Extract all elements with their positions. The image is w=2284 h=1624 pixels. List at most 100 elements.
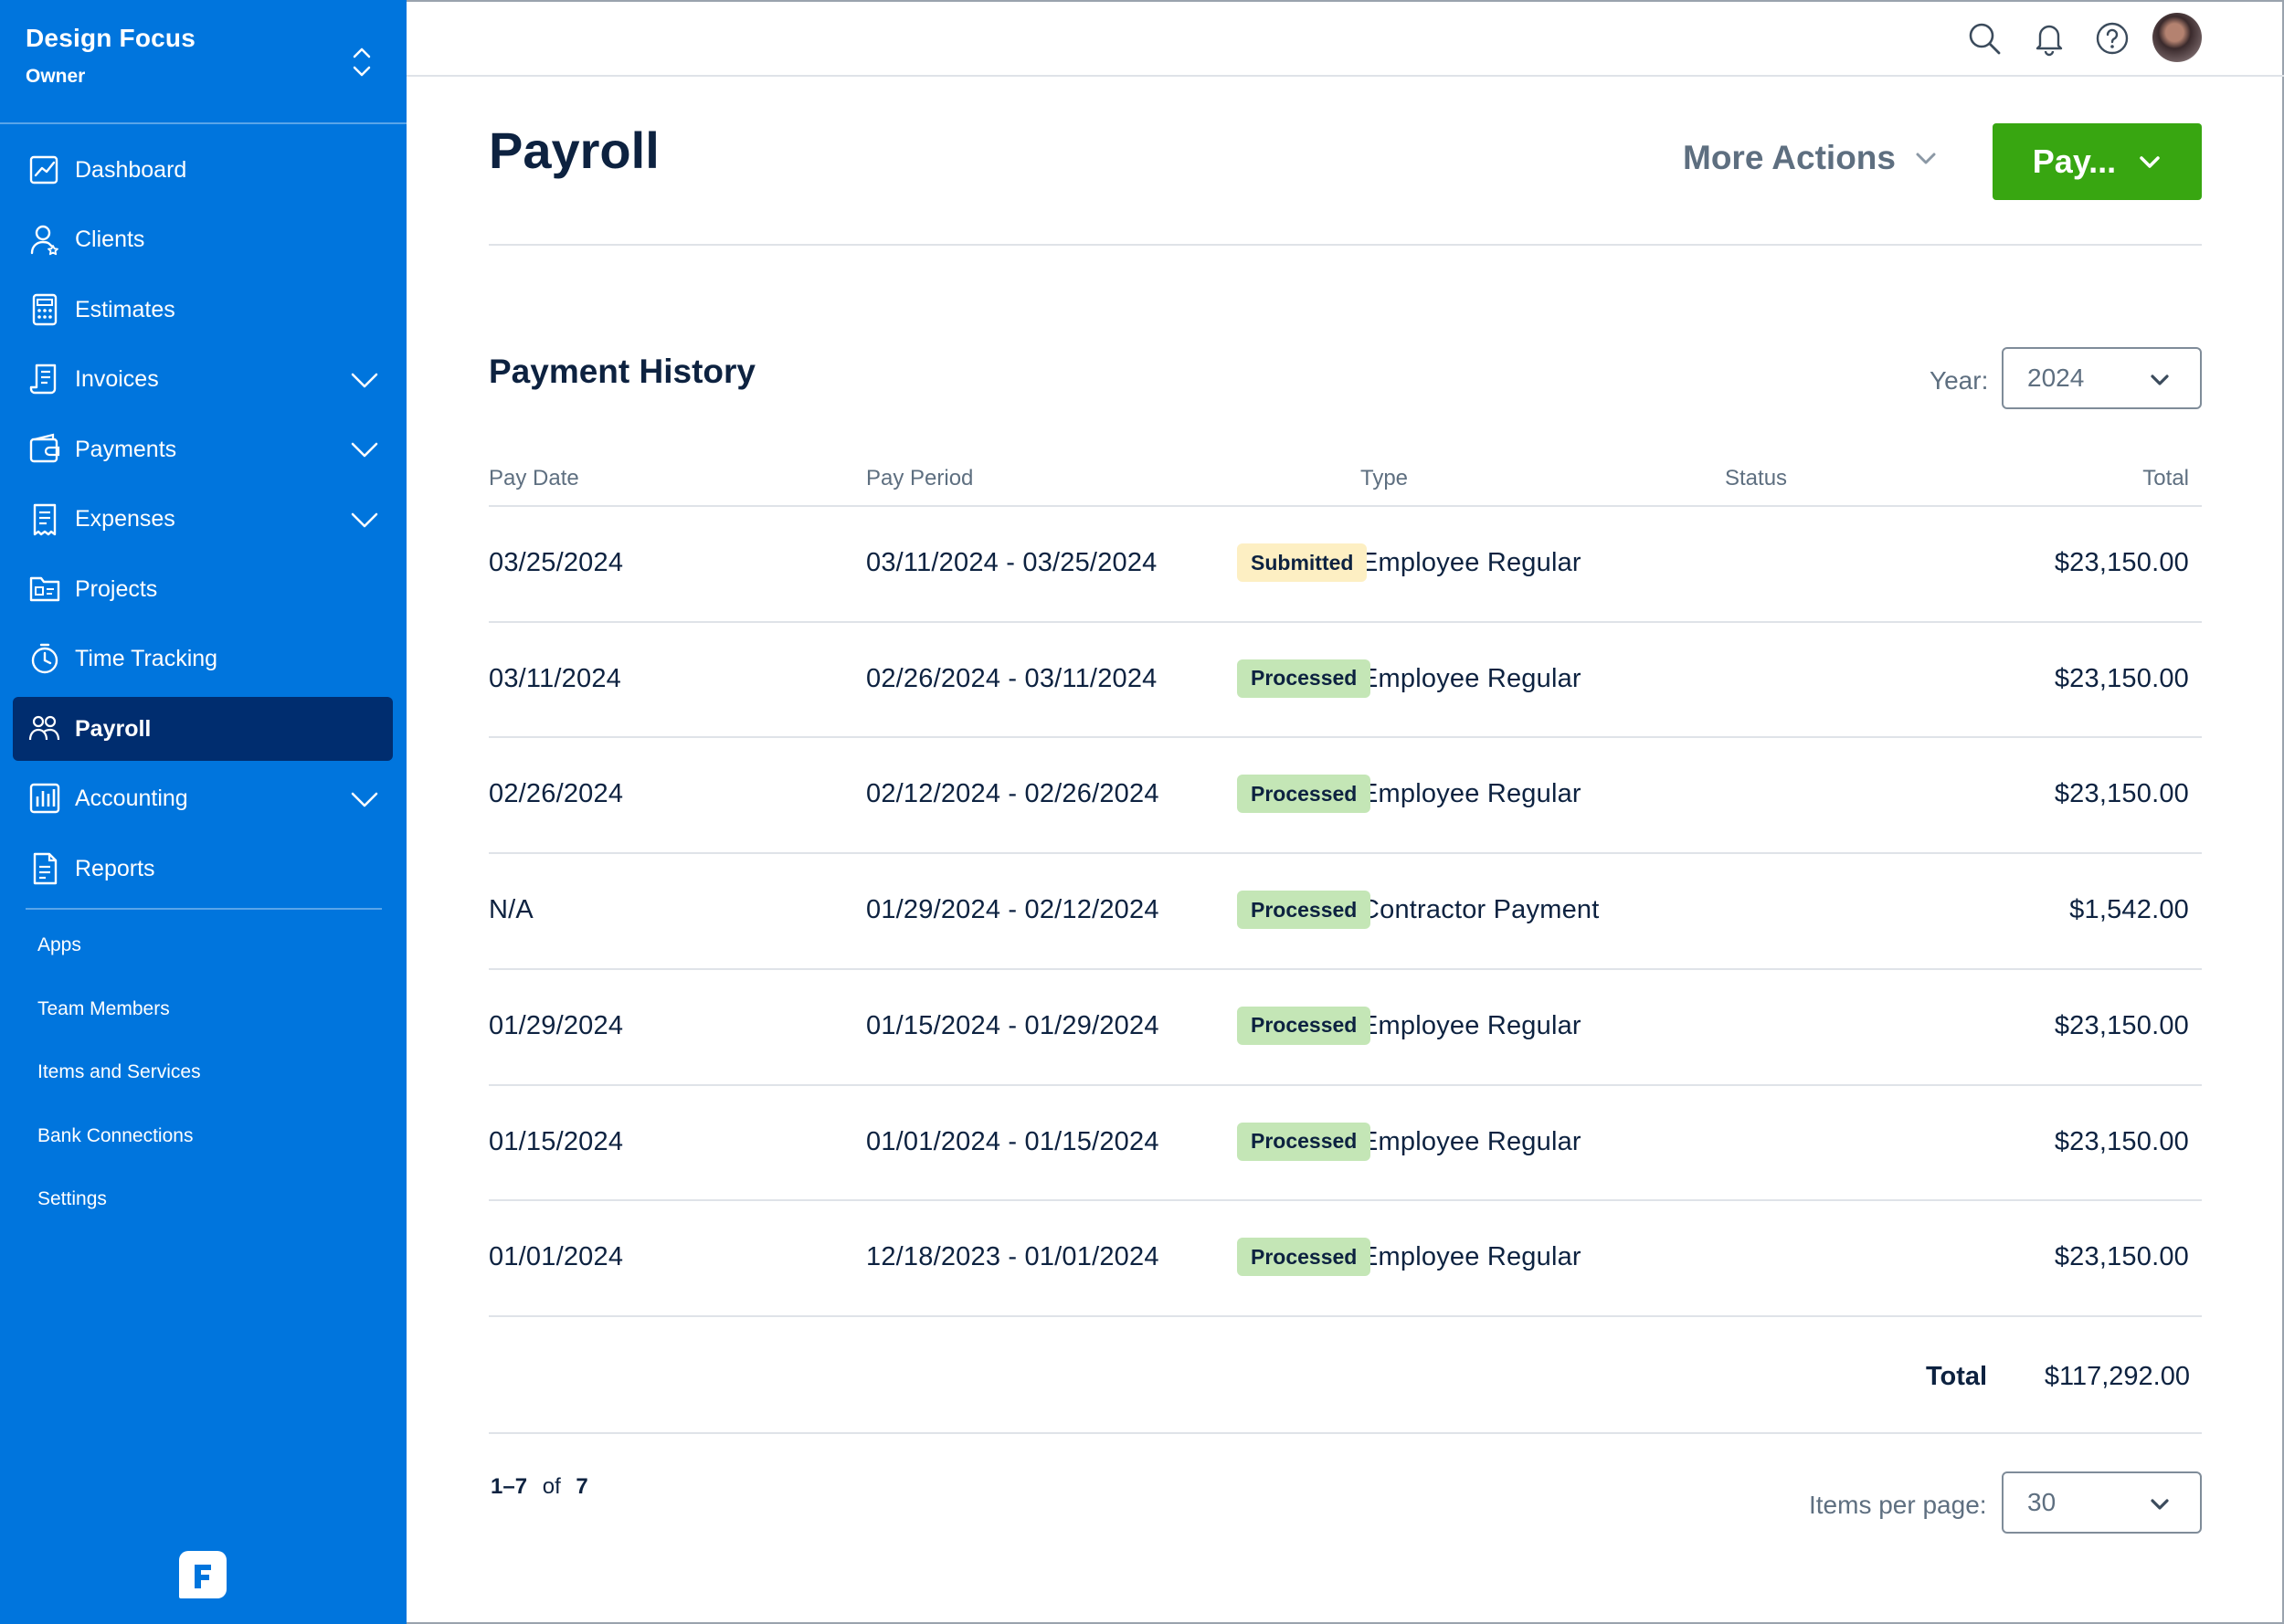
sidebar-item-time-tracking[interactable]: Time Tracking <box>13 627 393 691</box>
table-row[interactable]: N/A 01/29/2024 - 02/12/2024 Contractor Pay… <box>489 854 2202 970</box>
status-badge: Submitted <box>1237 543 1368 582</box>
status-badge: Processed <box>1237 1006 1371 1045</box>
table-row[interactable]: 01/01/2024 12/18/2023 - 01/01/2024 Employe… <box>489 1201 2202 1317</box>
user-role: Owner <box>26 66 86 87</box>
sidebar-item-label: Payments <box>75 436 177 462</box>
items-per-page-select[interactable]: 30 <box>2002 1471 2202 1534</box>
sidebar-link-bank-connections[interactable]: Bank Connections <box>37 1124 194 1146</box>
people-icon <box>26 710 64 748</box>
help-icon[interactable] <box>2092 18 2132 58</box>
type-cell: Employee Regular <box>1360 1242 1581 1272</box>
chart-line-icon <box>26 151 64 189</box>
table-row[interactable]: 01/15/2024 01/01/2024 - 01/15/2024 Employe… <box>489 1086 2202 1202</box>
sidebar-item-dashboard[interactable]: Dashboard <box>13 138 393 202</box>
sidebar-item-label: Projects <box>75 575 158 602</box>
sidebar-item-reports[interactable]: Reports <box>13 837 393 901</box>
chevron-down-icon[interactable] <box>349 436 380 463</box>
account-switcher[interactable]: Design Focus Owner <box>26 24 196 88</box>
column-header-type[interactable]: Type <box>1360 466 1409 490</box>
sidebar-link-settings[interactable]: Settings <box>37 1188 107 1209</box>
sidebar-link-apps[interactable]: Apps <box>37 934 81 955</box>
type-cell: Employee Regular <box>1360 1010 1581 1040</box>
pay-button[interactable]: Pay... <box>1993 123 2202 200</box>
pay-period-cell: 02/12/2024 - 02/26/2024 <box>866 779 1159 809</box>
footer-divider <box>489 1432 2202 1434</box>
sidebar-link-team-members[interactable]: Team Members <box>37 997 170 1019</box>
total-cell: $23,150.00 <box>2054 663 2189 693</box>
table-row[interactable]: 03/11/2024 02/26/2024 - 03/11/2024 Employe… <box>489 623 2202 739</box>
user-star-icon <box>26 221 64 259</box>
sidebar-item-label: Estimates <box>75 296 175 322</box>
column-header-pay-date[interactable]: Pay Date <box>489 466 579 490</box>
sidebar-item-estimates[interactable]: Estimates <box>13 278 393 342</box>
pay-date-cell: 01/01/2024 <box>489 1242 624 1272</box>
document-icon <box>26 849 64 888</box>
pay-period-cell: 03/11/2024 - 03/25/2024 <box>866 548 1158 577</box>
pay-date-cell: N/A <box>489 895 534 925</box>
bell-icon[interactable] <box>2029 18 2069 58</box>
pay-period-cell: 01/29/2024 - 02/12/2024 <box>866 895 1159 925</box>
status-badge: Processed <box>1237 891 1371 930</box>
year-label: Year: <box>1930 366 1989 395</box>
pay-date-cell: 01/15/2024 <box>489 1126 624 1156</box>
column-header-status[interactable]: Status <box>1725 466 1788 490</box>
sidebar-item-label: Expenses <box>75 506 175 532</box>
freshbooks-logo-icon <box>179 1551 227 1598</box>
sidebar-item-label: Reports <box>75 855 155 881</box>
table-row[interactable]: 01/29/2024 01/15/2024 - 01/29/2024 Employe… <box>489 970 2202 1086</box>
row-divider <box>489 1199 2202 1202</box>
total-cell: $1,542.00 <box>2069 895 2189 925</box>
table-row[interactable]: 02/26/2024 02/12/2024 - 02/26/2024 Employe… <box>489 738 2202 854</box>
sidebar-item-clients[interactable]: Clients <box>13 208 393 272</box>
total-cell: $23,150.00 <box>2054 1126 2189 1156</box>
pay-period-cell: 02/26/2024 - 03/11/2024 <box>866 663 1158 693</box>
chevron-down-icon <box>2151 1499 2169 1510</box>
chevron-down-icon[interactable] <box>349 506 380 533</box>
top-bar <box>407 0 2284 77</box>
type-cell: Employee Regular <box>1360 1126 1581 1156</box>
pagination-count: 7 <box>576 1474 588 1499</box>
chevron-down-icon <box>1916 153 1936 164</box>
pagination-range: 1–7 <box>491 1474 528 1499</box>
year-select[interactable]: 2024 <box>2002 347 2202 409</box>
pay-date-cell: 03/11/2024 <box>489 663 621 693</box>
search-icon[interactable] <box>1964 18 2004 58</box>
column-header-pay-period[interactable]: Pay Period <box>866 466 974 490</box>
sidebar-link-items-and-services[interactable]: Items and Services <box>37 1061 201 1082</box>
page-title: Payroll <box>489 121 660 179</box>
pay-period-cell: 12/18/2023 - 01/01/2024 <box>866 1242 1159 1272</box>
chevron-down-icon <box>2151 374 2169 385</box>
more-actions-dropdown[interactable]: More Actions <box>1683 139 1938 177</box>
row-divider <box>489 1083 2202 1086</box>
sidebar-item-payroll[interactable]: Payroll <box>13 697 393 761</box>
column-header-total[interactable]: Total <box>2142 466 2189 490</box>
sidebar-item-label: Payroll <box>75 715 152 742</box>
sidebar-item-expenses[interactable]: Expenses <box>13 488 393 552</box>
row-divider <box>489 736 2202 739</box>
items-per-page-label: Items per page: <box>1809 1491 1987 1519</box>
pagination-of: of <box>542 1474 561 1499</box>
pay-date-cell: 02/26/2024 <box>489 779 624 809</box>
sidebar-item-accounting[interactable]: Accounting <box>13 767 393 831</box>
table-header-divider <box>489 505 2202 507</box>
sidebar-item-label: Clients <box>75 227 145 252</box>
sidebar-item-invoices[interactable]: Invoices <box>13 348 393 412</box>
chevron-down-icon <box>2140 156 2160 168</box>
total-label: Total <box>1926 1362 1988 1391</box>
sidebar-item-projects[interactable]: Projects <box>13 557 393 621</box>
section-title: Payment History <box>489 353 756 390</box>
user-avatar[interactable] <box>2152 13 2202 62</box>
row-divider <box>489 620 2202 623</box>
chevron-down-icon[interactable] <box>349 366 380 394</box>
folder-icon <box>26 570 64 608</box>
switch-account-icon[interactable] <box>345 42 378 82</box>
sidebar-item-label: Invoices <box>75 366 159 392</box>
chevron-down-icon[interactable] <box>349 786 380 813</box>
table-row[interactable]: 03/25/2024 03/11/2024 - 03/25/2024 Employe… <box>489 507 2202 623</box>
pay-period-cell: 01/01/2024 - 01/15/2024 <box>866 1126 1159 1156</box>
items-per-page-value: 30 <box>2027 1488 2057 1516</box>
sidebar-divider <box>26 908 382 910</box>
sidebar-item-label: Dashboard <box>75 156 187 183</box>
sidebar-item-payments[interactable]: Payments <box>13 417 393 481</box>
status-badge: Processed <box>1237 659 1371 698</box>
